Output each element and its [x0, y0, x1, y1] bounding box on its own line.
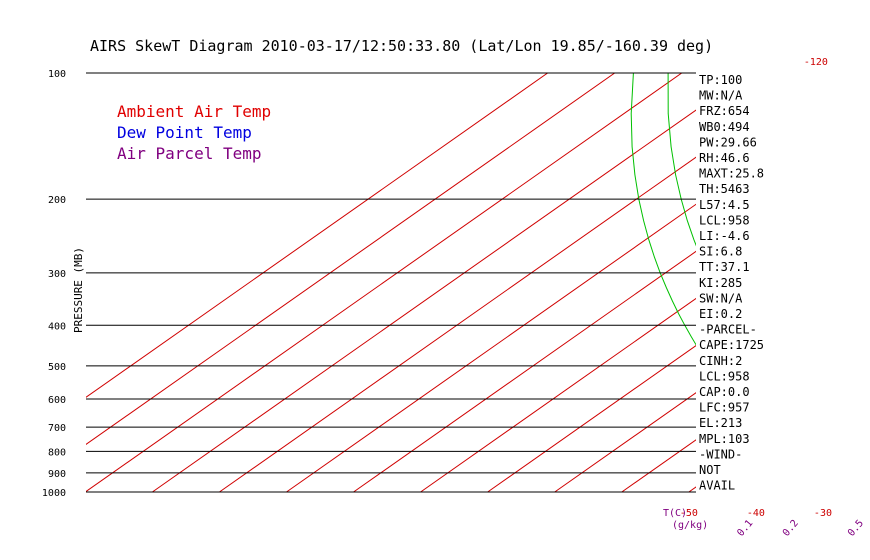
dry-adiabat-line [807, 73, 870, 501]
mixing-ratio-tick: 0.5 [846, 518, 866, 539]
moist-adiabat-line [856, 199, 870, 492]
index-line: FRZ:654 [699, 104, 750, 118]
moist-adiabat-line [779, 199, 870, 492]
index-line: LCL:958 [699, 213, 750, 227]
index-line: MAXT:25.8 [699, 167, 764, 181]
isotherm-line [554, 392, 696, 493]
index-line: SW:N/A [699, 291, 743, 305]
index-line: CINH:2 [699, 354, 742, 368]
grid-layer [86, 73, 870, 501]
isotherm-line [152, 109, 696, 493]
legend-entry-1: Dew Point Temp [117, 123, 252, 142]
isotherm-line [353, 250, 696, 493]
index-line: RH:46.6 [699, 151, 750, 165]
legend-entry-2: Air Parcel Temp [117, 144, 262, 163]
profile-series [833, 73, 870, 492]
isotherm-line [487, 345, 696, 493]
index-line: TT:37.1 [699, 260, 750, 274]
dry-adiabat-line [630, 73, 696, 346]
pressure-tick: 300 [48, 269, 66, 280]
index-line: EI:0.2 [699, 307, 742, 321]
y-axis-label: PRESSURE (MB) [72, 247, 85, 333]
index-line: PW:29.66 [699, 135, 757, 149]
mixing-ratio-line [745, 273, 870, 492]
axis-ticks: -120-110-100-90-80-70-60-50-40-50-40-30-… [42, 57, 866, 539]
index-line: EL:213 [699, 416, 742, 430]
mixing-ratio-line [791, 273, 870, 492]
pressure-tick: 500 [48, 362, 66, 373]
index-line: MW:N/A [699, 89, 743, 103]
isotherm-line [420, 297, 696, 493]
index-line: AVAIL [699, 479, 735, 493]
mixing-ratio-line [856, 273, 870, 492]
pressure-tick: 100 [48, 69, 66, 80]
index-line: KI:285 [699, 276, 742, 290]
series-line-1 [833, 73, 870, 492]
pressure-tick: 200 [48, 195, 66, 206]
bottom-temp-tick: -40 [747, 508, 765, 519]
dry-adiabat-line [842, 73, 870, 501]
index-line: LCL:958 [699, 369, 750, 383]
index-line: LI:-4.6 [699, 229, 750, 243]
pressure-tick: 600 [48, 395, 66, 406]
index-line: WB0:494 [699, 120, 750, 134]
index-line: L57:4.5 [699, 198, 750, 212]
moist-adiabat-line [748, 199, 870, 492]
isotherm-line [86, 73, 548, 398]
legend-entry-0: Ambient Air Temp [117, 102, 271, 121]
temp-unit-label: T(C) [663, 508, 687, 519]
mixing-ratio-tick: 0.1 [735, 518, 755, 539]
mixing-ratio-unit: (g/kg) [672, 520, 708, 531]
legend: Ambient Air Temp Dew Point Temp Air Parcel… [117, 102, 271, 163]
bottom-temp-tick: -50 [680, 508, 698, 519]
bottom-temp-tick: -30 [814, 508, 832, 519]
pressure-tick: 400 [48, 321, 66, 332]
index-line: MPL:103 [699, 432, 750, 446]
index-line: LFC:957 [699, 401, 750, 415]
pressure-tick: 900 [48, 469, 66, 480]
isotherm-line [756, 73, 870, 492]
index-line: NOT [699, 463, 721, 477]
mixing-ratio-tick: 0.2 [781, 518, 801, 539]
index-line: TH:5463 [699, 182, 750, 196]
isotherm-line [86, 73, 615, 446]
index-line: TP:100 [699, 73, 742, 87]
isotherm-line [86, 73, 683, 493]
isobar-lines [86, 72, 696, 493]
index-line: CAP:0.0 [699, 385, 750, 399]
pressure-tick: 1000 [42, 488, 66, 499]
top-temp-tick: -120 [804, 57, 828, 68]
pressure-tick: 700 [48, 423, 66, 434]
isotherm-line [823, 73, 870, 492]
chart-title: AIRS SkewT Diagram 2010-03-17/12:50:33.8… [90, 37, 713, 55]
dry-adiabat-line [772, 73, 870, 501]
index-line: CAPE:1725 [699, 338, 764, 352]
index-line: -WIND- [699, 447, 742, 461]
index-line: -PARCEL- [699, 323, 757, 337]
dry-adiabat-line [738, 73, 870, 501]
isotherm-line [219, 156, 696, 493]
pressure-tick: 800 [48, 447, 66, 458]
isotherm-line [286, 203, 696, 493]
moist-adiabat-line [814, 199, 870, 492]
index-line: SI:6.8 [699, 245, 742, 259]
